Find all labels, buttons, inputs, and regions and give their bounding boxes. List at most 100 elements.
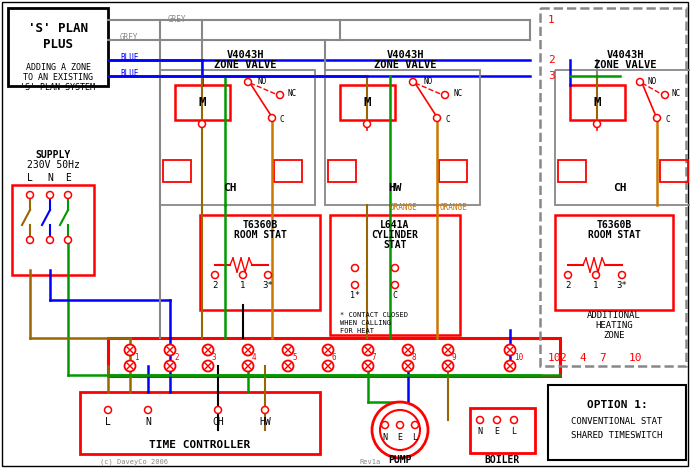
Text: 10: 10 <box>514 353 523 363</box>
Circle shape <box>164 344 175 356</box>
Text: OPTION 1:: OPTION 1: <box>586 400 647 410</box>
Circle shape <box>362 344 373 356</box>
Circle shape <box>244 79 251 86</box>
Circle shape <box>262 407 268 414</box>
Text: 10: 10 <box>548 353 562 363</box>
Circle shape <box>277 92 284 98</box>
Text: CONVENTIONAL STAT: CONVENTIONAL STAT <box>571 417 662 426</box>
Text: 2: 2 <box>174 353 179 363</box>
Circle shape <box>442 92 448 98</box>
Circle shape <box>242 344 253 356</box>
Circle shape <box>442 344 453 356</box>
Text: TO AN EXISTING: TO AN EXISTING <box>23 73 93 82</box>
Circle shape <box>26 191 34 198</box>
Circle shape <box>380 410 420 450</box>
Circle shape <box>202 360 213 372</box>
Text: ORANGE: ORANGE <box>390 203 417 212</box>
Text: ADDING A ZONE: ADDING A ZONE <box>26 64 90 73</box>
Circle shape <box>653 115 660 122</box>
Text: ADDITIONAL: ADDITIONAL <box>587 310 641 320</box>
Text: 2: 2 <box>560 353 566 363</box>
Text: 3: 3 <box>212 353 217 363</box>
Circle shape <box>26 236 34 243</box>
Text: BLUE: BLUE <box>120 70 139 79</box>
Text: ZONE VALVE: ZONE VALVE <box>594 60 656 70</box>
Text: (c) DaveyCo 2006: (c) DaveyCo 2006 <box>100 459 168 465</box>
Text: 2: 2 <box>548 55 555 65</box>
Text: E: E <box>495 427 500 437</box>
Text: HW: HW <box>259 417 271 427</box>
Text: NC: NC <box>672 88 681 97</box>
Text: 3*: 3* <box>263 280 273 290</box>
Text: ORANGE: ORANGE <box>440 203 468 212</box>
Text: T6360B: T6360B <box>596 220 631 230</box>
Circle shape <box>397 422 404 429</box>
Circle shape <box>364 120 371 127</box>
Circle shape <box>504 344 515 356</box>
Circle shape <box>124 360 135 372</box>
Text: C: C <box>393 292 397 300</box>
Text: 6: 6 <box>332 353 337 363</box>
Circle shape <box>442 360 453 372</box>
Circle shape <box>64 236 72 243</box>
Text: NC: NC <box>453 88 462 97</box>
Text: Rev1a: Rev1a <box>359 459 381 465</box>
Text: 5: 5 <box>292 353 297 363</box>
Text: NO: NO <box>258 78 267 87</box>
Circle shape <box>362 360 373 372</box>
Text: 3*: 3* <box>617 280 627 290</box>
Circle shape <box>64 191 72 198</box>
Text: L: L <box>413 432 417 441</box>
Text: 9: 9 <box>452 353 457 363</box>
Text: CYLINDER: CYLINDER <box>371 230 419 240</box>
Text: TIME CONTROLLER: TIME CONTROLLER <box>149 440 250 450</box>
Text: C: C <box>445 116 450 124</box>
Text: 1*: 1* <box>350 292 360 300</box>
Circle shape <box>391 264 399 271</box>
Text: WHEN CALLING: WHEN CALLING <box>340 320 391 326</box>
Circle shape <box>402 360 413 372</box>
Text: 4: 4 <box>580 353 586 363</box>
Circle shape <box>618 271 626 278</box>
Text: 1: 1 <box>548 15 555 25</box>
Circle shape <box>411 422 419 429</box>
Circle shape <box>322 360 333 372</box>
Text: L: L <box>105 417 111 427</box>
Text: 3: 3 <box>548 71 555 81</box>
Circle shape <box>402 344 413 356</box>
Circle shape <box>351 281 359 288</box>
Text: V4043H: V4043H <box>226 50 264 60</box>
Text: 1: 1 <box>240 280 246 290</box>
Text: HEATING: HEATING <box>595 321 633 329</box>
Circle shape <box>268 115 275 122</box>
Text: FOR HEAT: FOR HEAT <box>340 328 374 334</box>
Text: 7: 7 <box>372 353 377 363</box>
Text: ZONE VALVE: ZONE VALVE <box>214 60 276 70</box>
Text: STAT: STAT <box>383 240 406 250</box>
Text: BLUE: BLUE <box>120 53 139 63</box>
Text: PLUS: PLUS <box>43 37 73 51</box>
Circle shape <box>409 79 417 86</box>
Circle shape <box>144 407 152 414</box>
Text: E: E <box>65 173 71 183</box>
Circle shape <box>264 271 271 278</box>
Text: SHARED TIMESWITCH: SHARED TIMESWITCH <box>571 431 662 439</box>
Circle shape <box>104 407 112 414</box>
Text: 4: 4 <box>252 353 257 363</box>
Text: HW: HW <box>388 183 402 193</box>
Circle shape <box>242 360 253 372</box>
Text: NO: NO <box>648 78 658 87</box>
Text: M: M <box>198 96 206 110</box>
Text: GREY: GREY <box>120 34 139 43</box>
Circle shape <box>282 344 293 356</box>
Text: 1: 1 <box>134 353 139 363</box>
Circle shape <box>564 271 571 278</box>
Circle shape <box>433 115 440 122</box>
Text: 'S' PLAN: 'S' PLAN <box>28 22 88 35</box>
Circle shape <box>382 422 388 429</box>
Circle shape <box>372 402 428 458</box>
Text: 2: 2 <box>213 280 217 290</box>
Text: CH: CH <box>224 183 237 193</box>
Text: E: E <box>397 432 402 441</box>
Circle shape <box>46 191 54 198</box>
